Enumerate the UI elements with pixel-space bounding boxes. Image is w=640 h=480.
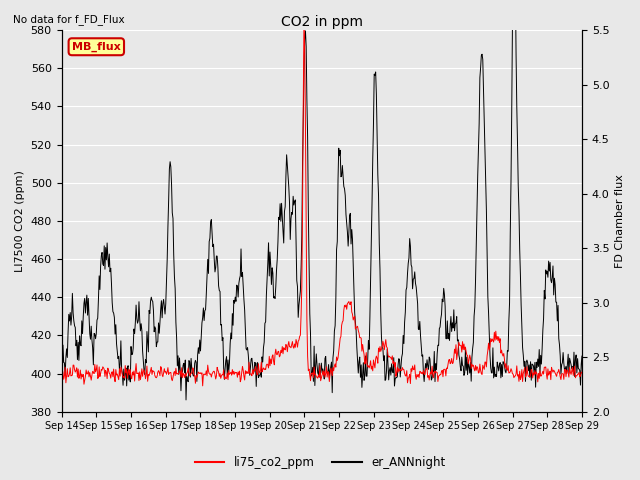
Title: CO2 in ppm: CO2 in ppm [281, 15, 363, 29]
Y-axis label: LI7500 CO2 (ppm): LI7500 CO2 (ppm) [15, 170, 25, 272]
Text: MB_flux: MB_flux [72, 42, 121, 52]
Y-axis label: FD Chamber flux: FD Chamber flux [615, 174, 625, 268]
Text: No data for f_FD_Flux: No data for f_FD_Flux [13, 14, 124, 25]
Legend: li75_co2_ppm, er_ANNnight: li75_co2_ppm, er_ANNnight [190, 452, 450, 474]
